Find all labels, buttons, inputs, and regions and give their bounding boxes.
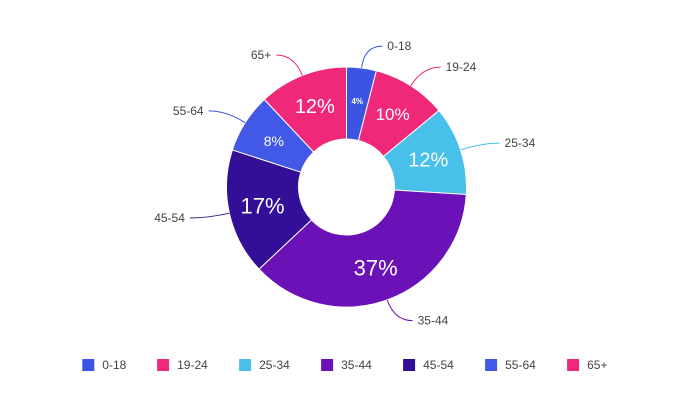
leader-line-65+ [276, 54, 303, 76]
legend-swatch [567, 359, 580, 371]
legend-swatch [403, 359, 416, 371]
slice-percent-label: 4% [351, 97, 363, 106]
leader-line-55-64 [208, 110, 246, 124]
leader-line-19-24 [410, 66, 441, 86]
slice-65+[interactable] [263, 66, 347, 153]
legend-label: 65+ [587, 358, 607, 372]
legend-swatch [239, 359, 252, 371]
slices-group [226, 66, 467, 308]
slice-percent-label: 12% [408, 149, 448, 171]
legend-swatch [157, 359, 170, 371]
legend-item-25-34[interactable]: 25-34 [239, 358, 290, 372]
legend-swatch [82, 359, 95, 371]
legend-item-19-24[interactable]: 19-24 [157, 358, 208, 372]
legend-item-65+[interactable]: 65+ [567, 358, 607, 372]
category-label-55-64: 55-64 [173, 104, 204, 118]
legend-label: 35-44 [341, 358, 372, 372]
category-label-19-24: 19-24 [446, 60, 477, 74]
slice-percent-label: 17% [241, 193, 285, 218]
legend-label: 0-18 [102, 358, 126, 372]
leader-line-0-18 [361, 45, 383, 69]
leader-lines-group [189, 45, 500, 322]
category-label-45-54: 45-54 [154, 211, 185, 225]
legend-label: 19-24 [177, 358, 208, 372]
slice-percent-label: 37% [354, 255, 398, 280]
slice-35-44[interactable] [258, 189, 467, 308]
legend-item-45-54[interactable]: 45-54 [403, 358, 454, 372]
legend-label: 55-64 [505, 358, 536, 372]
slice-percent-label: 12% [295, 96, 335, 118]
legend-swatch [321, 359, 334, 371]
leader-line-45-54 [189, 212, 230, 219]
slice-percent-label: 10% [376, 105, 410, 124]
legend-label: 45-54 [423, 358, 454, 372]
legend-item-0-18[interactable]: 0-18 [82, 358, 127, 372]
category-label-25-34: 25-34 [505, 136, 536, 150]
legend-label: 25-34 [259, 358, 290, 372]
slice-percent-label: 8% [264, 133, 284, 149]
slice-45-54[interactable] [226, 149, 313, 270]
category-label-0-18: 0-18 [387, 39, 411, 53]
labels-group: 4% 0-18 10% 19-24 12% 25-34 37% 35-44 17% 45-54 8%… [154, 39, 535, 327]
legend-swatch [485, 359, 498, 371]
category-label-65+: 65+ [251, 48, 271, 62]
legend-item-55-64[interactable]: 55-64 [485, 358, 536, 372]
category-label-35-44: 35-44 [418, 314, 449, 328]
leader-line-25-34 [460, 142, 500, 151]
leader-line-35-44 [386, 299, 413, 322]
legend[interactable]: 0-18 19-24 25-34 35-44 45-54 55-64 65+ [82, 358, 607, 372]
legend-item-35-44[interactable]: 35-44 [321, 358, 372, 372]
